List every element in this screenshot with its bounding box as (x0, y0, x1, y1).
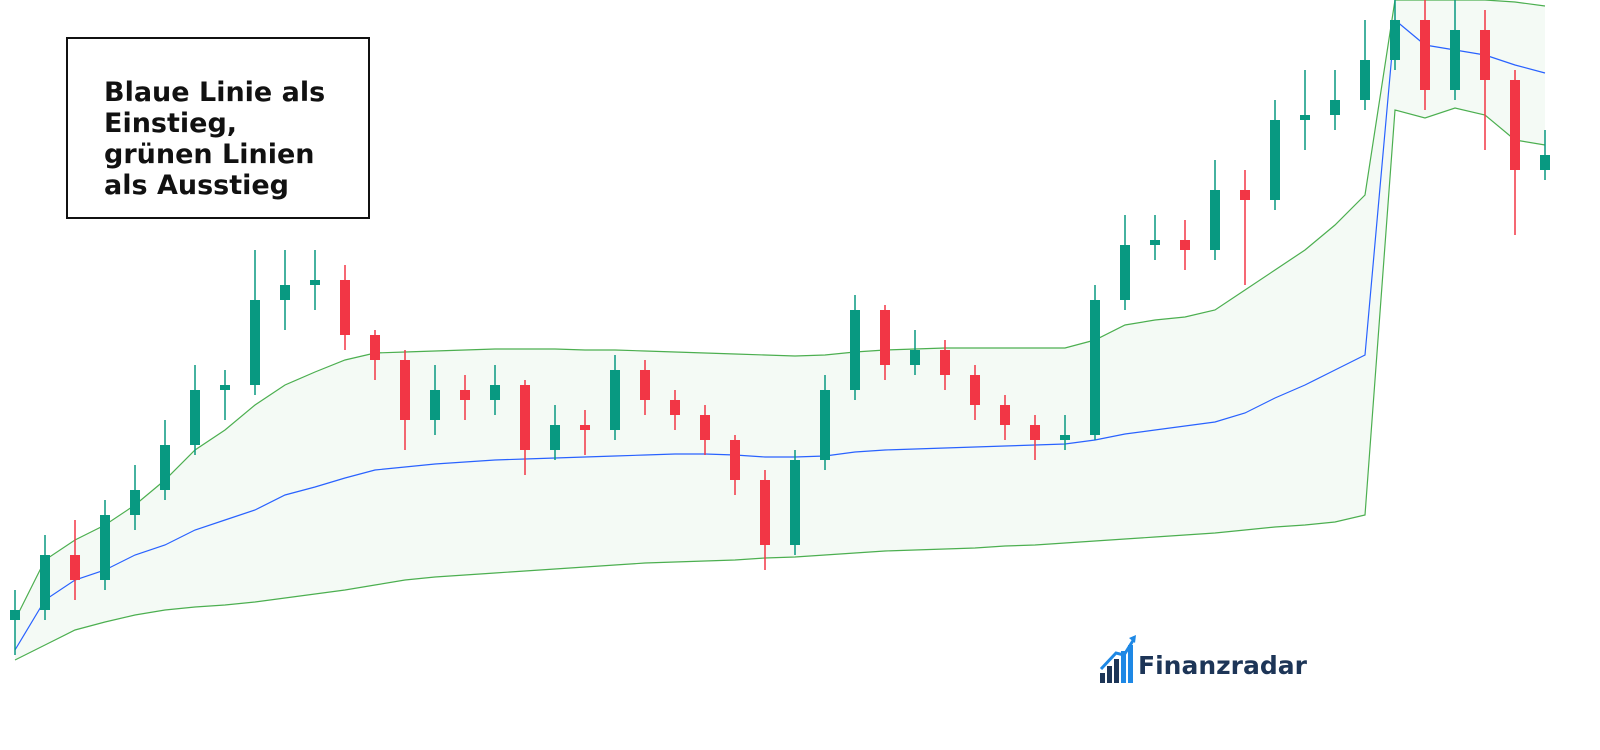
annotation-box: Blaue Linie als Einstieg, grünen Linien … (66, 37, 370, 219)
candle-body (1540, 155, 1550, 170)
candle-body (1330, 100, 1340, 115)
candle-body (40, 555, 50, 610)
candle-body (1450, 30, 1460, 90)
candle-body (250, 300, 260, 385)
candle-body (880, 310, 890, 365)
candle-body (910, 350, 920, 365)
band-fill (15, 0, 1545, 660)
candle-body (1390, 20, 1400, 60)
candle-body (1090, 300, 1100, 435)
candle-body (610, 370, 620, 430)
candle-body (640, 370, 650, 400)
candle-body (1000, 405, 1010, 425)
candle-body (1180, 240, 1190, 250)
candle-body (1210, 190, 1220, 250)
candle-body (1420, 20, 1430, 90)
vwap-line (14, 18, 1546, 651)
candle-body (850, 310, 860, 390)
candle-body (310, 280, 320, 285)
candle-body (220, 385, 230, 390)
candle-body (1510, 80, 1520, 170)
candle-body (970, 375, 980, 405)
logo-icon (1099, 635, 1136, 683)
candle-body (1480, 30, 1490, 80)
candle-body (1030, 425, 1040, 440)
candle-body (100, 515, 110, 580)
candle-body (820, 390, 830, 460)
candle-body (70, 555, 80, 580)
candle-body (130, 490, 140, 515)
candle-body (760, 480, 770, 545)
candle-body (280, 285, 290, 300)
candle-body (430, 390, 440, 420)
candle-body (160, 445, 170, 490)
candle-body (370, 335, 380, 360)
candle-body (550, 425, 560, 450)
candle-body (940, 350, 950, 375)
candle-body (520, 385, 530, 450)
candle-body (340, 280, 350, 335)
annotation: Blaue Linie als Einstieg, grünen Linien … (104, 77, 326, 201)
band-line (14, 107, 1546, 661)
candle-body (1120, 245, 1130, 300)
candle-body (670, 400, 680, 415)
candle-body (490, 385, 500, 400)
candle-body (10, 610, 20, 620)
candle-body (700, 415, 710, 440)
candle-body (580, 425, 590, 430)
candle-body (1300, 115, 1310, 120)
band-line (14, 0, 1546, 621)
logo-text: Finanzradar (1138, 651, 1307, 680)
candle-body (730, 440, 740, 480)
candle-body (460, 390, 470, 400)
candle-body (1360, 60, 1370, 100)
candle-body (1060, 435, 1070, 440)
candle-body (1240, 190, 1250, 200)
candle-body (1270, 120, 1280, 200)
candle-body (1150, 240, 1160, 245)
candle-body (400, 360, 410, 420)
candle-body (790, 460, 800, 545)
candle-body (190, 390, 200, 445)
